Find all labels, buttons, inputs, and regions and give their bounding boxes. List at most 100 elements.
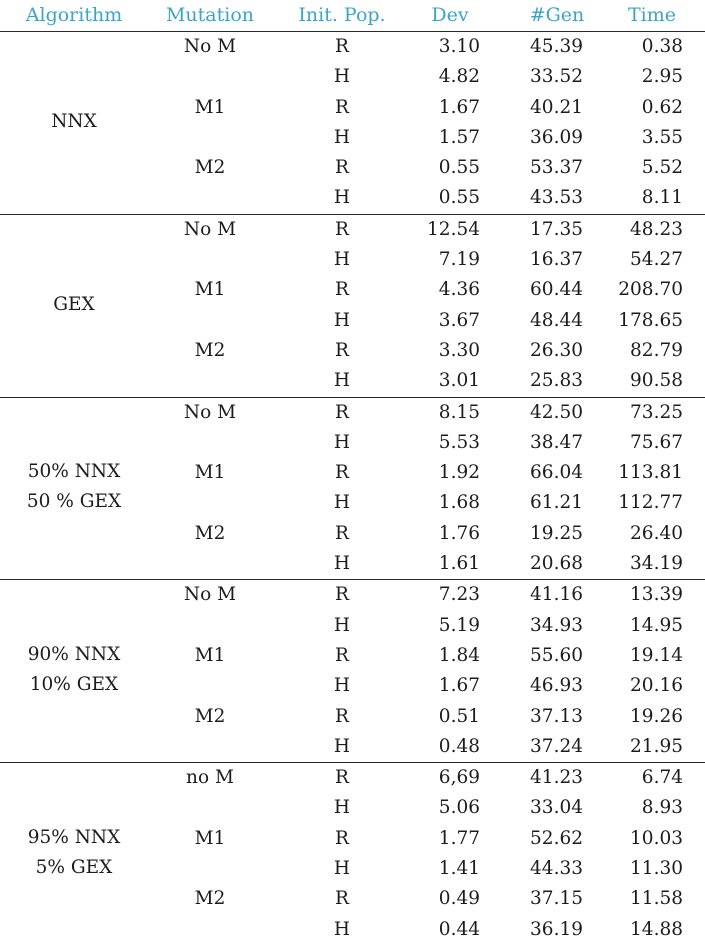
dev-cell: 3.30 [438,339,480,361]
gen-cell: 37.24 [530,735,583,757]
dev-cell: 1.67 [438,675,480,697]
gen-cell: 52.62 [530,827,583,849]
table-row: No M R 8.15 42.50 73.25 [0,398,705,428]
header-init-pop: Init. Pop. [298,4,386,26]
algorithm-label-line: 90% NNX [27,644,121,666]
init-pop-cell: H [333,614,351,636]
dev-cell: 1.41 [438,858,480,880]
dev-cell: 3.67 [438,309,480,331]
time-cell: 11.30 [630,858,683,880]
dev-cell: 5.06 [438,797,480,819]
dev-cell: 7.19 [438,249,480,271]
init-pop-cell: H [333,249,351,271]
gen-cell: 48.44 [530,309,583,331]
time-cell: 26.40 [630,522,683,544]
mutation-cell: No M [183,584,237,606]
mutation-cell: M2 [194,522,226,544]
table-row: H 5.19 34.93 14.95 [0,611,705,641]
time-cell: 8.11 [641,187,683,209]
time-cell: 3.55 [641,126,683,148]
gen-cell: 44.33 [530,858,583,880]
table-row: H 0.55 43.53 8.11 [0,183,705,213]
table-row: H 1.57 36.09 3.55 [0,123,705,153]
table-row: M1 R 4.36 60.44 208.70 [0,275,705,305]
dev-cell: 0.55 [438,157,480,179]
table-row: M2 R 0.49 37.15 11.58 [0,884,705,914]
row-group: No M R 7.23 41.16 13.39 H 5.19 34.93 14.95 M1 R 1.8… [0,580,705,764]
init-pop-cell: R [335,279,349,301]
time-cell: 0.62 [641,96,683,118]
dev-cell: 6,69 [438,767,480,789]
gen-cell: 46.93 [530,675,583,697]
table-row: H 5.53 38.47 75.67 [0,428,705,458]
algorithm-label-line: 50% NNX [27,461,121,483]
table-row: No M R 3.10 45.39 0.38 [0,32,705,62]
table-row: No M R 12.54 17.35 48.23 [0,215,705,245]
dev-cell: 0.44 [438,918,480,940]
row-group: no M R 6,69 41.23 6.74 H 5.06 33.04 8.93 M1 R 1.77 5… [0,763,705,945]
init-pop-cell: H [333,309,351,331]
algorithm-label-line: GEX [53,293,95,315]
algorithm-label: NNX [0,107,148,137]
table-row: no M R 6,69 41.23 6.74 [0,763,705,793]
header-algorithm: Algorithm [25,4,123,26]
header-dev: Dev [431,4,469,26]
gen-cell: 17.35 [530,218,583,240]
dev-cell: 4.82 [438,66,480,88]
init-pop-cell: H [333,797,351,819]
gen-cell: 41.16 [530,584,583,606]
init-pop-cell: H [333,675,351,697]
dev-cell: 1.92 [438,462,480,484]
algorithm-label: 90% NNX 10% GEX [0,640,148,700]
table-row: M1 R 1.84 55.60 19.14 [0,641,705,671]
table-row: H 1.67 46.93 20.16 [0,671,705,701]
algorithm-label-line: 5% GEX [35,857,113,879]
dev-cell: 0.48 [438,735,480,757]
time-cell: 0.38 [641,36,683,57]
gen-cell: 33.52 [530,66,583,88]
algorithm-label-line: NNX [51,110,97,132]
time-cell: 5.52 [641,157,683,179]
gen-cell: 61.21 [530,492,583,514]
gen-cell: 26.30 [530,339,583,361]
init-pop-cell: H [333,858,351,880]
mutation-cell: M1 [194,96,226,118]
mutation-cell: No M [183,36,237,57]
time-cell: 113.81 [618,462,683,484]
time-cell: 21.95 [630,735,683,757]
mutation-cell: M1 [194,644,226,666]
dev-cell: 4.36 [438,279,480,301]
gen-cell: 42.50 [530,401,583,423]
dev-cell: 12.54 [427,218,480,240]
table-row: H 0.48 37.24 21.95 [0,732,705,762]
time-cell: 19.14 [630,644,683,666]
table-row: No M R 7.23 41.16 13.39 [0,580,705,610]
table-row: M2 R 1.76 19.25 26.40 [0,519,705,549]
time-cell: 90.58 [630,370,683,392]
table-row: H 0.44 36.19 14.88 [0,915,705,945]
gen-cell: 53.37 [530,157,583,179]
time-cell: 8.93 [641,797,683,819]
init-pop-cell: R [335,888,349,910]
time-cell: 73.25 [630,401,683,423]
init-pop-cell: H [333,187,351,209]
table-row: H 7.19 16.37 54.27 [0,245,705,275]
init-pop-cell: R [335,522,349,544]
time-cell: 82.79 [630,339,683,361]
gen-cell: 36.09 [530,126,583,148]
dev-cell: 1.76 [438,522,480,544]
dev-cell: 3.01 [438,370,480,392]
mutation-cell: M2 [194,339,226,361]
init-pop-cell: H [333,431,351,453]
table-row: H 4.82 33.52 2.95 [0,62,705,92]
time-cell: 14.88 [630,918,683,940]
algorithm-label-line: 95% NNX [27,827,121,849]
table-row: H 3.67 48.44 178.65 [0,306,705,336]
time-cell: 10.03 [630,827,683,849]
mutation-cell: No M [183,218,237,240]
table-header-row: Algorithm Mutation Init. Pop. Dev #Gen T… [0,0,705,32]
mutation-cell: M2 [194,888,226,910]
gen-cell: 60.44 [530,279,583,301]
dev-cell: 1.67 [438,96,480,118]
gen-cell: 37.15 [530,888,583,910]
